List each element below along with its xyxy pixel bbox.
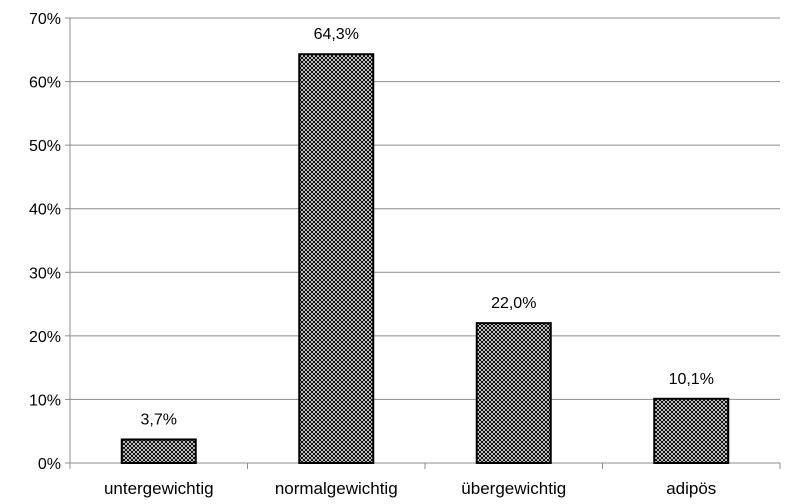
bar-2 [475, 322, 552, 464]
x-axis-category-labels: untergewichtig normalgewichtig übergewicht… [104, 479, 716, 498]
bar-0 [120, 438, 197, 465]
category-label: normalgewichtig [275, 479, 398, 498]
data-label: 22,0% [491, 295, 536, 312]
category-label: untergewichtig [104, 479, 214, 498]
y-tick-label: 40% [29, 202, 61, 219]
bars [120, 53, 730, 465]
category-label: übergewichtig [461, 479, 566, 498]
data-label: 10,1% [669, 371, 714, 388]
bar-1 [298, 53, 375, 464]
data-label: 64,3% [314, 26, 359, 43]
y-tick-label: 0% [38, 456, 61, 473]
y-tick-label: 70% [29, 11, 61, 28]
bar-3 [653, 397, 730, 464]
y-tick-label: 20% [29, 329, 61, 346]
data-label: 3,7% [141, 411, 177, 428]
data-labels: 3,7% 64,3% 22,0% 10,1% [141, 26, 714, 428]
y-tick-label: 50% [29, 138, 61, 155]
y-tick-label: 60% [29, 75, 61, 92]
y-tick-label: 30% [29, 265, 61, 282]
gridlines [70, 17, 780, 400]
y-axis-tick-labels: 0% 10% 20% 30% 40% 50% 60% 70% [29, 11, 61, 473]
y-tick-label: 10% [29, 392, 61, 409]
category-label: adipös [666, 479, 716, 498]
